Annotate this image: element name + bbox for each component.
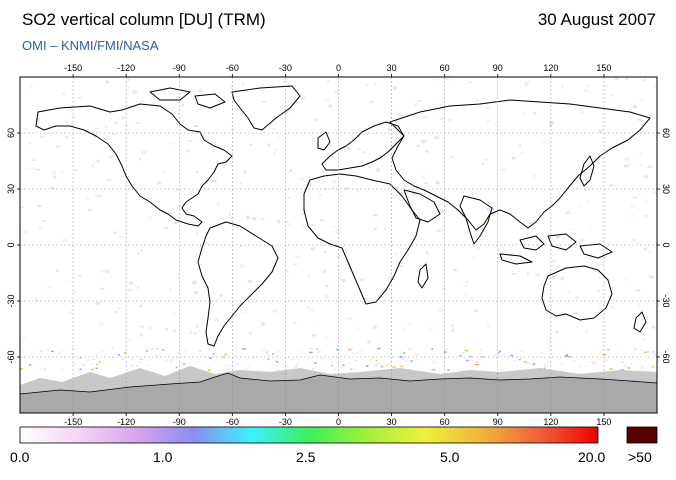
colorbar-overflow-swatch [626, 426, 658, 444]
lat-tick-label-left: 30 [6, 184, 16, 194]
lon-tick-label-bottom: -90 [173, 417, 186, 427]
lon-tick-label-bottom: -30 [279, 417, 292, 427]
lon-tick-label-top: -90 [173, 63, 186, 73]
lon-tick-label-bottom: -150 [64, 417, 82, 427]
lon-tick-label-bottom: -60 [226, 417, 239, 427]
colorbar-label-1: 1.0 [153, 449, 173, 465]
lat-tick-label-right: 30 [661, 184, 671, 194]
lat-tick-label-right: -30 [661, 294, 671, 307]
lat-tick-label-left: 60 [6, 128, 16, 138]
lat-tick-label-right: 0 [661, 242, 671, 247]
colorbar [19, 426, 599, 444]
lon-tick-label-top: 120 [543, 63, 558, 73]
lon-tick-label-top: -60 [226, 63, 239, 73]
colorbar-overflow-label: >50 [628, 449, 652, 465]
lon-tick-label-top: 150 [596, 63, 611, 73]
lon-tick-label-bottom: 60 [440, 417, 450, 427]
map-title: SO2 vertical column [DU] (TRM) [22, 10, 266, 29]
axis-ticks: -150 -150 -120 -120 -90 -90 -60 -60 -30 -30 0 0 30 30… [6, 63, 671, 427]
lat-tick-label-right: -60 [661, 350, 671, 363]
lat-tick-label-left: 0 [6, 242, 16, 247]
colorbar-label-0: 0.0 [10, 449, 30, 465]
lon-tick-label-top: 60 [440, 63, 450, 73]
lat-tick-label-right: 60 [661, 128, 671, 138]
lon-tick-label-bottom: 0 [336, 417, 341, 427]
asia-outline [389, 99, 651, 231]
lon-tick-label-top: 0 [336, 63, 341, 73]
so2-signal-noise [20, 77, 657, 372]
colorbar-label-4: 20.0 [578, 449, 606, 465]
colorbar-label-3: 5.0 [440, 449, 460, 465]
lon-tick-label-bottom: 90 [493, 417, 503, 427]
lon-tick-label-top: -150 [64, 63, 82, 73]
lon-tick-label-top: 90 [493, 63, 503, 73]
north-america-outline [35, 103, 233, 227]
lon-tick-label-top: -30 [279, 63, 292, 73]
lon-tick-label-bottom: 120 [543, 417, 558, 427]
africa-outline [303, 173, 421, 305]
south-america-outline [197, 221, 279, 347]
lon-tick-label-bottom: 30 [387, 417, 397, 427]
lon-tick-label-top: 30 [387, 63, 397, 73]
greenland-outline [231, 85, 301, 131]
lat-tick-label-left: -30 [6, 294, 16, 307]
lon-tick-label-bottom: 150 [596, 417, 611, 427]
lon-tick-label-bottom: -120 [117, 417, 135, 427]
coastlines [35, 85, 651, 347]
australia-outline [541, 265, 613, 321]
lon-tick-label-top: -120 [117, 63, 135, 73]
lat-lon-grid [20, 77, 657, 413]
colorbar-label-2: 2.5 [296, 449, 316, 465]
map-date: 30 August 2007 [537, 10, 656, 29]
lat-tick-label-left: -60 [6, 350, 16, 363]
data-source: OMI – KNMI/FMI/NASA [22, 38, 159, 53]
